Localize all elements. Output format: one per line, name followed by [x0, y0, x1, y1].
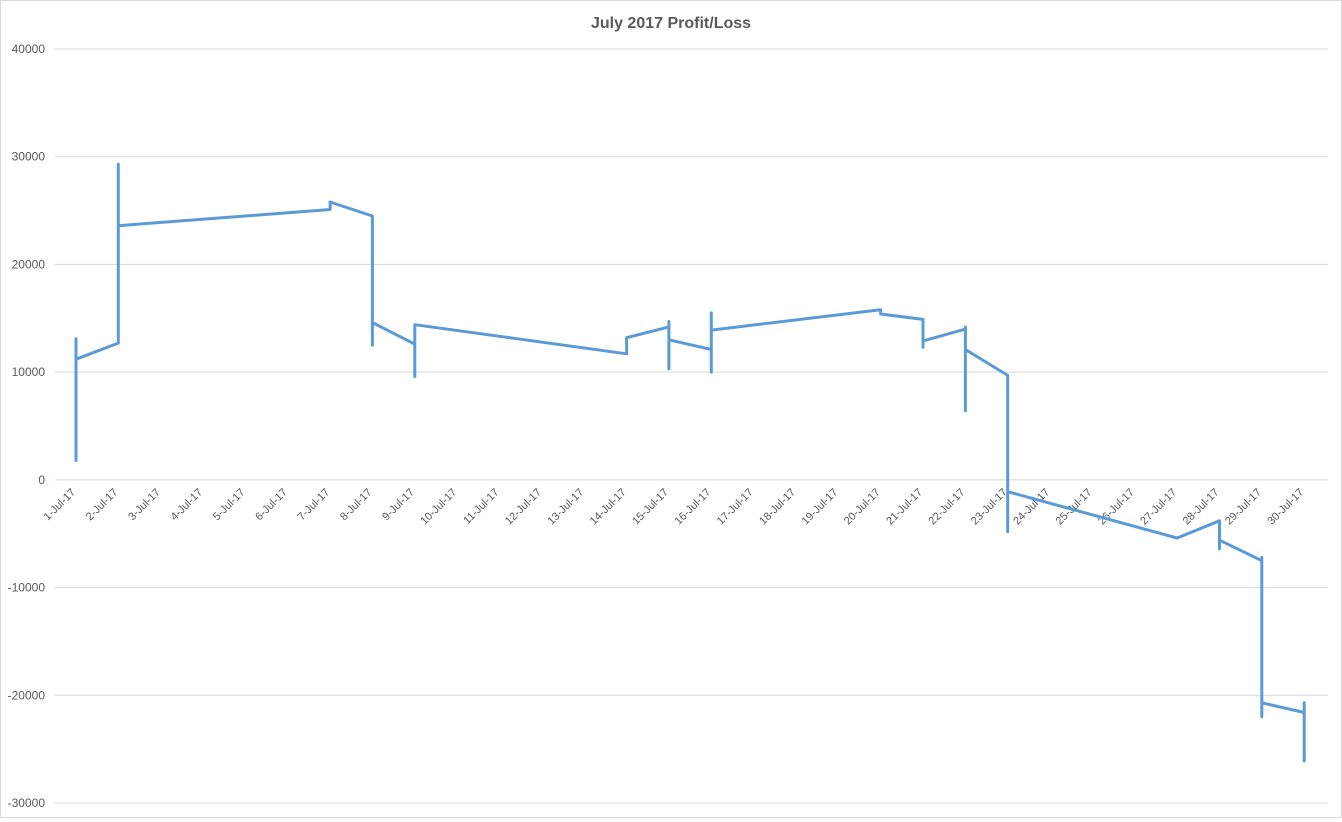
x-tick-label: 22-Jul-17	[927, 486, 968, 527]
x-tick-label: 3-Jul-17	[126, 486, 163, 523]
x-tick-label: 1-Jul-17	[42, 486, 79, 523]
gridlines	[55, 49, 1328, 803]
y-tick-label: 40000	[12, 42, 46, 56]
x-tick-label: 6-Jul-17	[253, 486, 290, 523]
y-axis-ticks: -30000 -20000 -10000 0 10000 20000 30000 40000	[8, 42, 46, 810]
series-line-0	[76, 164, 1304, 761]
x-tick-label: 17-Jul-17	[715, 486, 756, 527]
x-tick-label: 29-Jul-17	[1223, 486, 1264, 527]
x-tick-label: 7-Jul-17	[296, 486, 333, 523]
y-tick-label: 10000	[12, 365, 46, 379]
chart-title: July 2017 Profit/Loss	[591, 15, 751, 32]
x-tick-label: 16-Jul-17	[672, 486, 713, 527]
x-tick-label: 20-Jul-17	[842, 486, 883, 527]
y-tick-label: 30000	[12, 150, 46, 164]
y-tick-label: -20000	[8, 688, 46, 702]
x-tick-label: 10-Jul-17	[418, 486, 459, 527]
x-tick-label: 19-Jul-17	[800, 486, 841, 527]
x-tick-label: 21-Jul-17	[884, 486, 925, 527]
y-tick-label: -10000	[8, 581, 46, 595]
x-tick-label: 12-Jul-17	[503, 486, 544, 527]
x-tick-label: 9-Jul-17	[380, 486, 417, 523]
x-tick-label: 8-Jul-17	[338, 486, 375, 523]
x-tick-label: 2-Jul-17	[84, 486, 121, 523]
y-tick-label: 0	[38, 473, 45, 487]
x-tick-label: 11-Jul-17	[461, 486, 501, 526]
x-tick-label: 24-Jul-17	[1011, 486, 1052, 527]
x-tick-label: 27-Jul-17	[1138, 486, 1179, 527]
x-tick-label: 30-Jul-17	[1265, 486, 1306, 527]
x-tick-label: 13-Jul-17	[545, 486, 586, 527]
x-tick-label: 5-Jul-17	[211, 486, 248, 523]
x-tick-label: 23-Jul-17	[969, 486, 1010, 527]
y-tick-label: -30000	[8, 796, 46, 810]
x-tick-label: 18-Jul-17	[757, 486, 798, 527]
x-tick-label: 15-Jul-17	[630, 486, 671, 527]
y-tick-label: 20000	[12, 257, 46, 271]
x-tick-label: 4-Jul-17	[169, 486, 206, 523]
series-layer	[76, 164, 1304, 761]
x-tick-label: 14-Jul-17	[588, 486, 629, 527]
